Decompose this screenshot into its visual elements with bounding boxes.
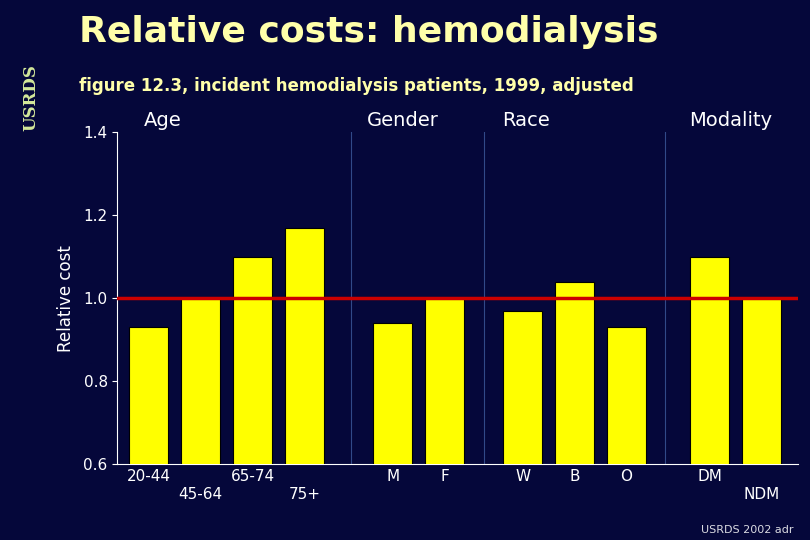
Text: USRDS: USRDS — [22, 64, 39, 131]
Bar — [607, 327, 646, 540]
Text: 45-64: 45-64 — [178, 487, 223, 502]
Y-axis label: Relative cost: Relative cost — [58, 245, 75, 352]
Text: Modality: Modality — [688, 111, 772, 130]
Bar — [742, 298, 781, 540]
Text: USRDS 2002 adr: USRDS 2002 adr — [701, 524, 794, 535]
Text: NDM: NDM — [744, 487, 779, 502]
Bar — [285, 228, 324, 540]
Text: Age: Age — [143, 111, 181, 130]
Bar — [233, 257, 272, 540]
Text: 75+: 75+ — [288, 487, 321, 502]
Bar — [181, 298, 220, 540]
Bar — [503, 311, 542, 540]
Text: figure 12.3, incident hemodialysis patients, 1999, adjusted: figure 12.3, incident hemodialysis patie… — [79, 77, 634, 96]
Text: Gender: Gender — [367, 111, 439, 130]
Text: Relative costs: hemodialysis: Relative costs: hemodialysis — [79, 15, 659, 49]
Bar — [555, 282, 594, 540]
Bar — [373, 323, 412, 540]
Bar — [690, 257, 729, 540]
Bar — [129, 327, 168, 540]
Bar — [425, 298, 464, 540]
Text: Race: Race — [502, 111, 549, 130]
